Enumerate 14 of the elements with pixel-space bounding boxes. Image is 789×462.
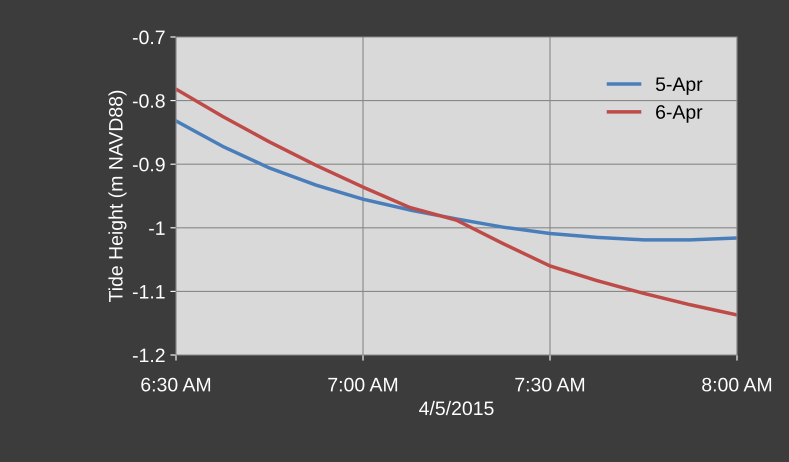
y-tick-label: -1	[149, 221, 165, 235]
y-tick-label: -1.1	[132, 285, 165, 298]
x-tick-label: 8:00 AM	[702, 378, 772, 392]
y-axis-title: Tide Height (m NAVD88)	[108, 90, 127, 302]
y-tick-label: -0.9	[132, 158, 165, 172]
y-tick-label: -0.8	[132, 94, 165, 108]
legend-label: 5-Apr	[656, 77, 702, 95]
x-tick-label: 7:00 AM	[328, 378, 398, 392]
x-tick-label: 7:30 AM	[515, 378, 584, 392]
y-tick-label: -0.7	[132, 30, 165, 44]
x-tick-label: 6:30 AM	[141, 378, 210, 392]
y-tick-label: -1.2	[132, 348, 165, 362]
legend-label: 6-Apr	[656, 105, 702, 123]
x-axis-title: 4/5/2015	[419, 400, 494, 416]
